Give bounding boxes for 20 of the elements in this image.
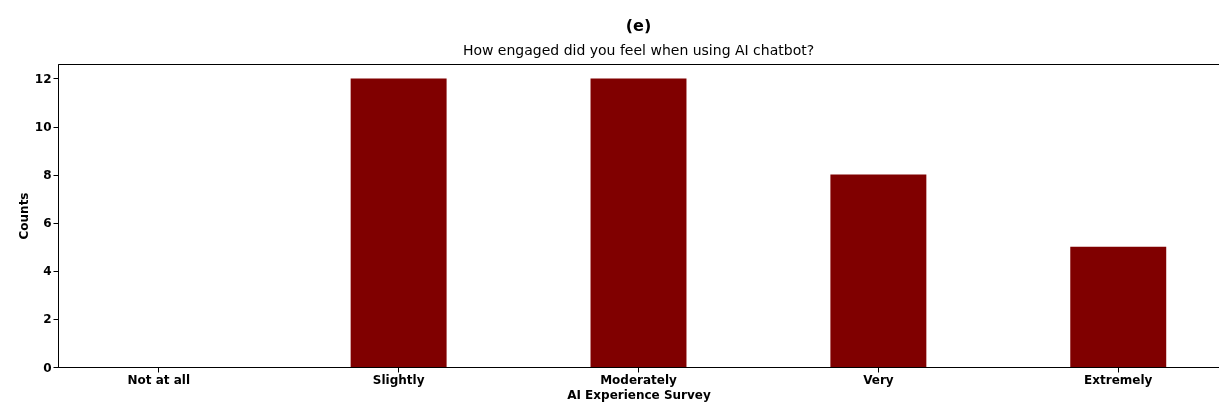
x-tick-label: Not at all	[127, 372, 191, 387]
x-tick-label: Very	[863, 372, 894, 387]
x-tick-label: Moderately	[600, 372, 678, 387]
bar	[830, 174, 927, 367]
x-tick-label: Slightly	[372, 372, 425, 387]
y-tick-label: 4	[43, 264, 52, 279]
y-tick-label: 8	[43, 168, 52, 183]
bar	[590, 78, 687, 367]
bar	[350, 78, 447, 367]
y-tick-label: 12	[34, 71, 52, 86]
y-tick-label: 2	[43, 312, 52, 327]
bar	[1070, 246, 1167, 367]
y-tick-label: 6	[43, 216, 52, 231]
y-tick-label: 0	[43, 360, 52, 375]
y-tick-label: 10	[34, 120, 52, 135]
x-axis-title: AI Experience Survey	[567, 387, 711, 402]
y-axis-title: Counts	[16, 192, 31, 240]
chart-title: (e)	[625, 16, 652, 35]
chart-subtitle: How engaged did you feel when using AI chatbot?	[462, 42, 815, 58]
x-tick-label: Extremely	[1084, 372, 1153, 387]
